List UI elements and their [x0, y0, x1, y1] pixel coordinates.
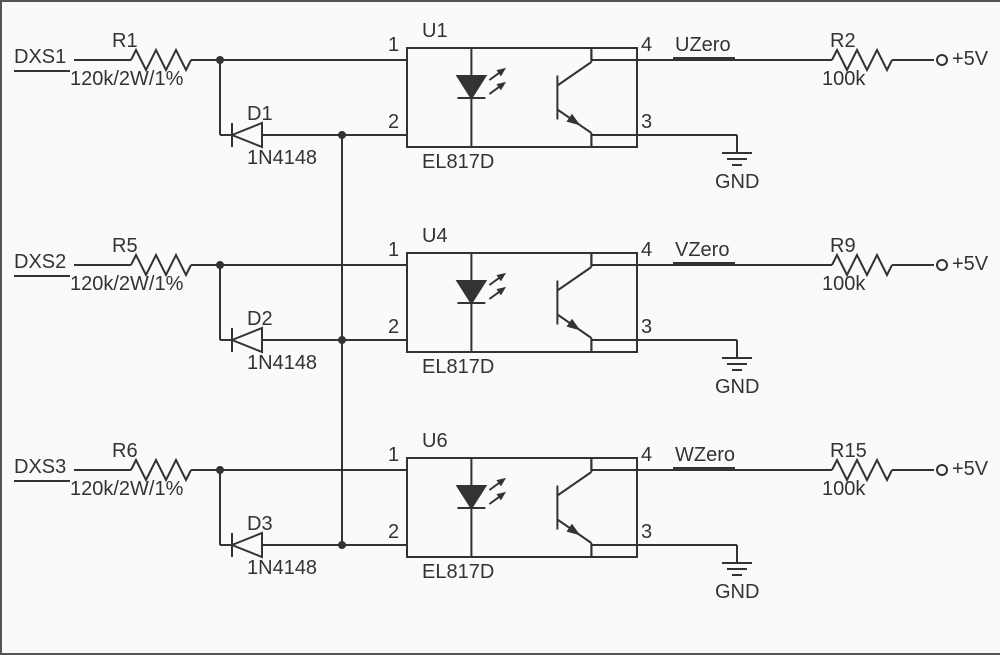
- schematic-svg: [2, 2, 1000, 653]
- resistor-value: 100k: [822, 478, 865, 501]
- pin-number: 4: [641, 444, 652, 467]
- diode-value: 1N4148: [247, 147, 317, 170]
- diode-name: D1: [247, 103, 273, 126]
- resistor-value: 100k: [822, 273, 865, 296]
- opto-name: U4: [422, 225, 448, 248]
- input-label: DXS1: [14, 46, 66, 69]
- schematic-root: DXS1 R1 120k/2W/1% 1 D1 1N4148 2 U1 EL817D 4 3 UZer…: [0, 0, 1000, 655]
- resistor-name: R9: [830, 235, 856, 258]
- resistor-name: R15: [830, 440, 867, 463]
- supply-label: +5V: [952, 253, 988, 276]
- pin-number: 4: [641, 239, 652, 262]
- diode-name: D3: [247, 513, 273, 536]
- resistor-name: R2: [830, 30, 856, 53]
- pin-number: 2: [388, 316, 399, 339]
- input-label: DXS3: [14, 456, 66, 479]
- pin-number: 1: [388, 444, 399, 467]
- pin-number: 2: [388, 521, 399, 544]
- supply-label: +5V: [952, 458, 988, 481]
- opto-value: EL817D: [422, 561, 494, 584]
- resistor-name: R1: [112, 30, 138, 53]
- diode-value: 1N4148: [247, 557, 317, 580]
- output-label: WZero: [675, 444, 735, 467]
- resistor-value: 100k: [822, 68, 865, 91]
- gnd-label: GND: [715, 581, 759, 604]
- diode-value: 1N4148: [247, 352, 317, 375]
- output-label: UZero: [675, 34, 731, 57]
- opto-value: EL817D: [422, 356, 494, 379]
- pin-number: 2: [388, 111, 399, 134]
- resistor-name: R6: [112, 440, 138, 463]
- pin-number: 3: [641, 111, 652, 134]
- gnd-label: GND: [715, 376, 759, 399]
- resistor-name: R5: [112, 235, 138, 258]
- pin-number: 3: [641, 521, 652, 544]
- output-label: VZero: [675, 239, 729, 262]
- opto-name: U6: [422, 430, 448, 453]
- pin-number: 1: [388, 34, 399, 57]
- resistor-value: 120k/2W/1%: [70, 273, 183, 296]
- opto-name: U1: [422, 20, 448, 43]
- gnd-label: GND: [715, 171, 759, 194]
- input-label: DXS2: [14, 251, 66, 274]
- supply-label: +5V: [952, 48, 988, 71]
- pin-number: 3: [641, 316, 652, 339]
- diode-name: D2: [247, 308, 273, 331]
- resistor-value: 120k/2W/1%: [70, 478, 183, 501]
- opto-value: EL817D: [422, 151, 494, 174]
- resistor-value: 120k/2W/1%: [70, 68, 183, 91]
- pin-number: 4: [641, 34, 652, 57]
- pin-number: 1: [388, 239, 399, 262]
